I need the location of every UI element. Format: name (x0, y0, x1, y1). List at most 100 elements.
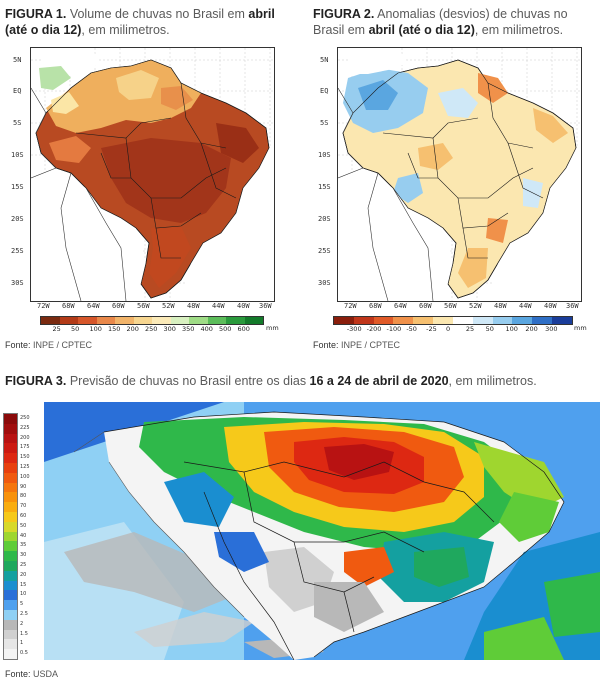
figure2-lon-label: 72W (344, 302, 357, 310)
figure1-colorbar-unit: mm (266, 324, 279, 332)
figure1-month: abril (248, 7, 275, 21)
colorbar-label: -25 (426, 325, 437, 333)
scale-swatch (4, 551, 17, 561)
figure1-lat-label: 10S (11, 151, 24, 159)
colorbar-label: 150 (108, 325, 121, 333)
figure3-caption: FIGURA 3. Previsão de chuvas no Brasil e… (5, 373, 603, 389)
figure2-period: abril (até o dia 12) (368, 23, 475, 37)
colorbar-label: 50 (71, 325, 80, 333)
figure1-lon-label: 56W (137, 302, 150, 310)
figure2-text-2: Brasil em (313, 23, 369, 37)
colorbar-swatch (170, 317, 189, 324)
figure1-lon-label: 68W (62, 302, 75, 310)
colorbar-label: -50 (406, 325, 417, 333)
figure1-lat-label: 5S (13, 119, 22, 127)
scale-swatch (4, 482, 17, 493)
figure2-lat-label: 30S (318, 279, 331, 287)
scale-swatch (4, 639, 17, 650)
figure1-source-label: Fonte: (5, 340, 31, 350)
scale-label: 90 (20, 483, 27, 490)
scale-label: 60 (20, 512, 27, 519)
figure1-period: (até o dia 12) (5, 23, 82, 37)
scale-swatch (4, 414, 17, 424)
figure2-unit-text: , em milimetros. (474, 23, 564, 37)
colorbar-swatch (152, 317, 171, 324)
scale-label: 1.5 (20, 630, 28, 637)
scale-swatch (4, 521, 17, 532)
colorbar-swatch (532, 317, 553, 324)
colorbar-swatch (78, 317, 97, 324)
scale-swatch (4, 472, 17, 483)
figure1-lon-label: 36W (259, 302, 272, 310)
scale-swatch (4, 580, 17, 591)
scale-swatch (4, 560, 17, 571)
scale-label: 80 (20, 493, 27, 500)
scale-label: 20 (20, 571, 27, 578)
figure3-source-value: USDA (30, 669, 59, 679)
figure2-lat-label: 20S (318, 215, 331, 223)
colorbar-swatch (226, 317, 245, 324)
figure3-unit-text: , em milimetros. (448, 374, 537, 388)
colorbar-swatch (115, 317, 134, 324)
colorbar-label: -200 (366, 325, 382, 333)
figure1-lon-label: 60W (112, 302, 125, 310)
scale-label: 50 (20, 522, 27, 529)
colorbar-label: 400 (200, 325, 213, 333)
colorbar-swatch (492, 317, 513, 324)
figure2-source: Fonte: INPE / CPTEC (313, 340, 400, 350)
colorbar-label: 250 (145, 325, 158, 333)
colorbar-label: 100 (505, 325, 518, 333)
scale-label: 1 (20, 640, 24, 647)
colorbar-swatch (41, 317, 60, 324)
colorbar-label: 300 (163, 325, 176, 333)
figure2-lat-label: 5S (320, 119, 329, 127)
colorbar-label: 100 (89, 325, 102, 333)
colorbar-label: 300 (545, 325, 558, 333)
scale-label: 30 (20, 552, 27, 559)
figure2-lon-label: 60W (419, 302, 432, 310)
figure2-lon-label: 44W (519, 302, 532, 310)
scale-label: 70 (20, 503, 27, 510)
scale-label: 200 (20, 434, 30, 441)
figure2-colorbar (333, 316, 573, 325)
figure2-lat-label: 5N (320, 56, 329, 64)
colorbar-swatch (207, 317, 226, 324)
scale-swatch (4, 433, 17, 444)
colorbar-swatch (393, 317, 414, 324)
scale-swatch (4, 423, 17, 434)
colorbar-swatch (353, 317, 374, 324)
figure2-lon-label: 68W (369, 302, 382, 310)
scale-label: 125 (20, 463, 30, 470)
colorbar-swatch (133, 317, 152, 324)
figure2-lat-label: 10S (318, 151, 331, 159)
figure1-lon-label: 44W (212, 302, 225, 310)
figure1-lat-label: 5N (13, 56, 22, 64)
figure1-rainfall-map (30, 47, 275, 302)
colorbar-label: 25 (52, 325, 61, 333)
scale-swatch (4, 600, 17, 610)
figure1-lat-label: 20S (11, 215, 24, 223)
figure1-lon-label: 72W (37, 302, 50, 310)
scale-label: 35 (20, 542, 27, 549)
figure1-lat-label: EQ (13, 87, 22, 95)
scale-label: 40 (20, 532, 27, 539)
scale-label: 100 (20, 473, 30, 480)
scale-swatch (4, 502, 17, 512)
scale-swatch (4, 462, 17, 473)
colorbar-swatch (189, 317, 208, 324)
figure2-map-graphic (338, 48, 581, 301)
scale-swatch (4, 492, 17, 503)
scale-label: 250 (20, 414, 30, 421)
figure2-lon-label: 52W (469, 302, 482, 310)
figure3-forecast-map (44, 402, 600, 660)
colorbar-swatch (59, 317, 78, 324)
scale-label: 150 (20, 454, 30, 461)
figure3-source: Fonte: USDA (5, 669, 58, 679)
figure2-lon-label: 36W (566, 302, 579, 310)
scale-label: 175 (20, 444, 30, 451)
scale-label: 2.5 (20, 610, 28, 617)
figure2-lat-label: EQ (320, 87, 329, 95)
colorbar-swatch (373, 317, 394, 324)
colorbar-label: -100 (386, 325, 402, 333)
scale-swatch (4, 443, 17, 454)
